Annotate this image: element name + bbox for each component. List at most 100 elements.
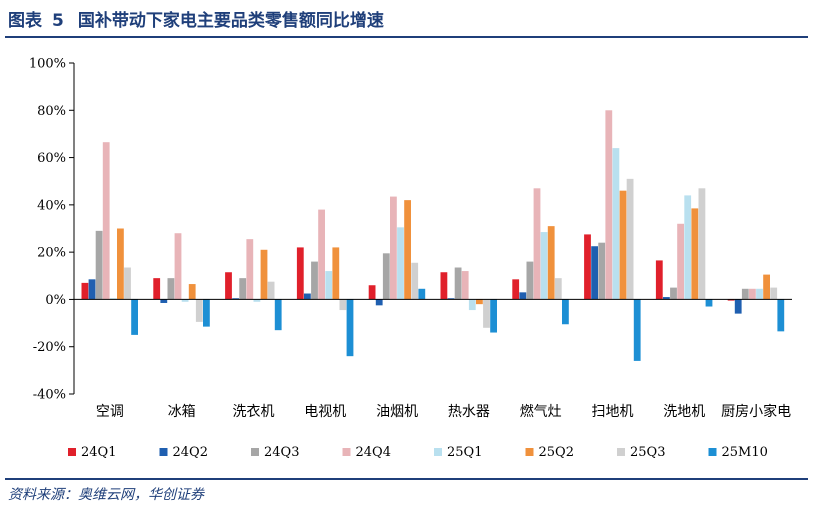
- legend-label-25Q1: 25Q1: [447, 445, 482, 460]
- bar-24Q2-9: [734, 299, 742, 314]
- bar-24Q2-3: [304, 293, 311, 300]
- bar-24Q2-2: [232, 298, 239, 300]
- y-tick-label: -20%: [33, 340, 66, 355]
- bar-25Q3-4: [411, 262, 419, 300]
- x-tick-label: 洗地机: [663, 404, 705, 420]
- bar-25Q2-8: [691, 208, 699, 300]
- bar-25M10-3: [346, 299, 354, 357]
- bar-24Q4-0: [102, 142, 110, 300]
- bar-25Q1-1: [181, 299, 189, 302]
- legend-swatch-25Q1: [434, 448, 442, 456]
- bar-24Q1-6: [512, 279, 520, 300]
- legend-label-25Q2: 25Q2: [539, 445, 574, 460]
- bar-24Q1-9: [727, 299, 735, 301]
- bar-24Q2-8: [663, 297, 670, 300]
- bar-25Q2-9: [763, 274, 770, 300]
- bar-25Q3-8: [698, 188, 706, 300]
- bar-25M10-1: [203, 299, 210, 327]
- figure-number: 5: [52, 11, 64, 31]
- bar-24Q4-4: [390, 196, 397, 300]
- bar-24Q4-9: [749, 288, 756, 300]
- bar-25M10-0: [131, 299, 138, 335]
- bar-25Q1-5: [468, 299, 476, 311]
- x-tick-label: 扫地机: [592, 404, 634, 420]
- y-tick-label: -40%: [33, 388, 66, 403]
- bar-chart: -40% -20% 0% 20% 40% 60% 80% 100% 空调 冰箱 洗衣机 电视机 油烟机…: [29, 57, 792, 460]
- bar-25Q2-6: [547, 226, 555, 300]
- bar-25Q2-3: [332, 247, 340, 300]
- bar-25Q3-9: [770, 287, 778, 300]
- legend: 24Q1 24Q2 24Q3 24Q4 25Q1 25Q2 25Q3 25M10: [68, 445, 768, 460]
- bar-24Q3-0: [95, 230, 103, 300]
- bar-25Q3-3: [339, 299, 347, 311]
- bar-25Q3-0: [124, 267, 131, 300]
- bar-25Q1-7: [612, 148, 620, 300]
- bar-25M10-7: [633, 299, 641, 361]
- bar-24Q1-3: [296, 247, 304, 300]
- bar-24Q2-4: [375, 299, 383, 306]
- bar-24Q2-7: [591, 246, 598, 300]
- legend-label-24Q3: 24Q3: [264, 445, 299, 460]
- bar-24Q3-9: [741, 288, 749, 300]
- x-tick-label: 厨房小家电: [721, 403, 791, 420]
- bar-25Q1-6: [540, 232, 548, 300]
- bar-24Q1-4: [368, 285, 376, 300]
- bar-24Q1-1: [153, 278, 161, 300]
- legend-swatch-25Q3: [617, 448, 625, 456]
- legend-label-24Q1: 24Q1: [81, 445, 116, 460]
- bar-24Q3-3: [311, 261, 318, 300]
- y-tick-label: 60%: [37, 151, 66, 166]
- bar-24Q4-8: [677, 223, 684, 300]
- legend-swatch-24Q4: [342, 448, 351, 456]
- source-note: 资料来源：奥维云网，华创证券: [8, 487, 204, 503]
- bar-24Q3-8: [670, 287, 677, 300]
- legend-swatch-24Q1: [68, 448, 76, 456]
- bar-25Q2-2: [260, 249, 268, 300]
- figure-title: 国补带动下家电主要品类零售额同比增速: [77, 11, 384, 31]
- bar-25Q3-7: [626, 178, 634, 300]
- x-tick-label: 燃气灶: [520, 403, 562, 420]
- legend-swatch-25Q2: [525, 448, 534, 456]
- y-tick-label: 20%: [37, 246, 66, 261]
- y-axis: -40% -20% 0% 20% 40% 60% 80% 100%: [29, 57, 75, 403]
- bar-25Q1-8: [684, 195, 692, 300]
- legend-swatch-24Q3: [251, 448, 259, 456]
- bar-25Q2-1: [188, 284, 196, 300]
- bar-24Q2-0: [88, 279, 96, 300]
- bar-24Q3-2: [239, 278, 247, 300]
- bar-25Q2-0: [117, 228, 124, 300]
- legend-label-24Q4: 24Q4: [356, 445, 391, 460]
- bar-25Q1-0: [109, 298, 117, 300]
- x-tick-label: 油烟机: [376, 404, 418, 420]
- bar-24Q4-2: [246, 239, 254, 300]
- bar-25M10-8: [705, 299, 713, 307]
- bar-24Q3-5: [454, 267, 462, 300]
- y-tick-label: 100%: [29, 57, 66, 72]
- bars: [74, 110, 792, 361]
- bar-25Q3-1: [195, 299, 203, 322]
- footer-rule: [5, 478, 808, 480]
- bar-25Q2-7: [619, 190, 627, 300]
- legend-label-25M10: 25M10: [722, 445, 768, 460]
- bar-24Q3-4: [382, 253, 390, 300]
- bar-24Q4-3: [318, 209, 325, 300]
- x-tick-label: 洗衣机: [233, 404, 275, 420]
- figure-header: 图表 5 国补带动下家电主要品类零售额同比增速: [8, 6, 384, 31]
- legend-label-25Q3: 25Q3: [630, 445, 665, 460]
- bar-25Q1-2: [253, 299, 261, 302]
- bar-25M10-4: [418, 288, 426, 300]
- bar-25Q1-9: [756, 288, 763, 300]
- bar-25M10-9: [777, 299, 785, 332]
- y-tick-label: 40%: [37, 198, 66, 213]
- bar-25M10-6: [562, 299, 569, 325]
- x-tick-label: 热水器: [448, 404, 490, 420]
- bar-24Q3-6: [526, 261, 534, 300]
- header-rule: [5, 36, 808, 38]
- bar-24Q2-5: [447, 298, 455, 300]
- x-tick-label: 冰箱: [168, 404, 196, 420]
- y-tick-label: 80%: [37, 104, 66, 119]
- bar-24Q1-5: [440, 272, 448, 300]
- bar-24Q4-5: [461, 271, 469, 300]
- x-tick-label: 电视机: [304, 404, 346, 420]
- bar-25M10-2: [274, 299, 282, 331]
